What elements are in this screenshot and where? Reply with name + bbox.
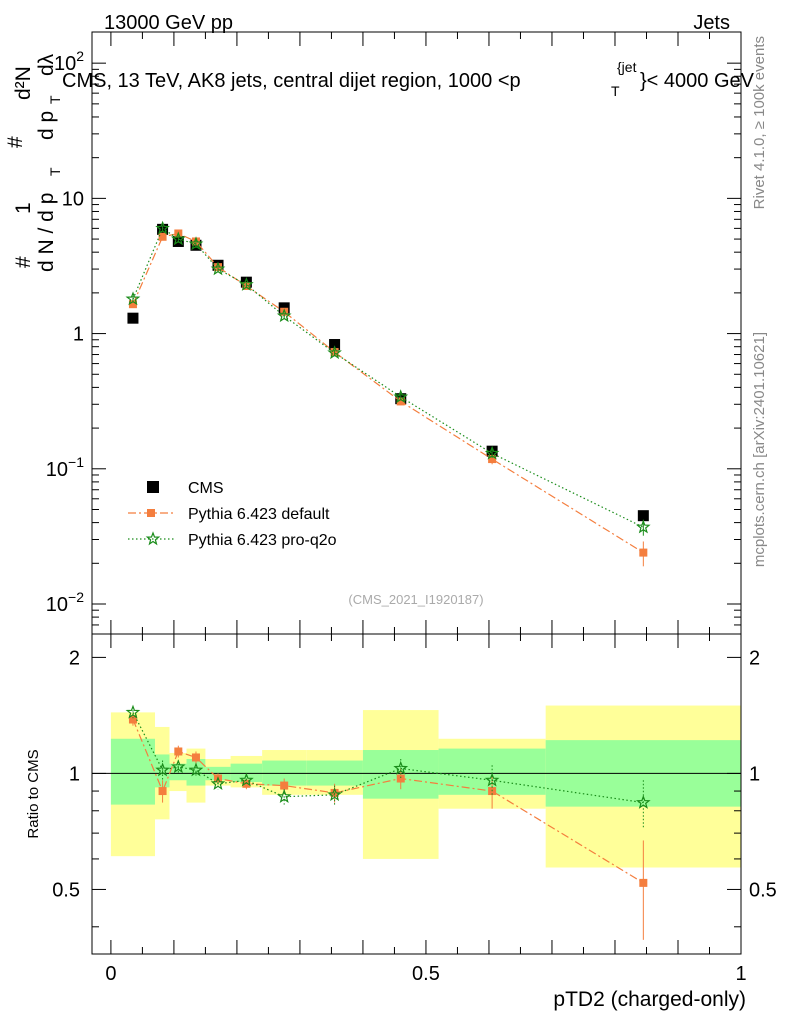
legend-proq2o-label: Pythia 6.423 pro-q2o: [188, 532, 337, 549]
ratio-point-s1-9: [484, 772, 500, 787]
ratio-y-tick-label-left-0: 2: [69, 647, 80, 669]
watermark: (CMS_2021_I1920187): [348, 592, 483, 607]
title-sup: {jet: [617, 59, 637, 75]
ratio-point-s0-2: [174, 747, 183, 756]
ylabel-one: 1: [12, 202, 35, 214]
ratio-y-tick-label-right-0: 2: [749, 647, 760, 669]
ylabel-dn-dpt: d N / d p: [35, 193, 58, 272]
point-s0-10: [637, 510, 649, 522]
ratio-line-1: [132, 712, 644, 804]
main-panel-data: [125, 220, 651, 567]
header-right: Jets: [693, 12, 730, 34]
point-s1-9: [488, 455, 497, 464]
ylabel-dlambda: dλ: [35, 53, 58, 76]
point-s1-0: [128, 300, 137, 309]
point-s2-7: [327, 345, 342, 360]
point-s2-10: [636, 519, 651, 534]
legend-cms-marker: [147, 481, 159, 493]
ratio-y-tick-label-left-1: 1: [69, 763, 80, 785]
main-ylabel: # 1 d N / d p T # d²N d p T dλ: [4, 53, 63, 272]
point-s0-0: [127, 312, 139, 324]
ratio-point-s1-0: [125, 704, 141, 719]
ratio-point-s0-6: [280, 781, 289, 790]
point-s2-0: [125, 291, 141, 306]
point-s2-5: [239, 277, 254, 291]
ratio-panel-data: [125, 704, 651, 940]
title-main: CMS, 13 TeV, AK8 jets, central dijet reg…: [62, 70, 521, 92]
y-tick-base-2: 1: [73, 324, 84, 346]
ratio-point-s0-5: [242, 779, 251, 788]
ylabel-hash2: #: [4, 136, 27, 148]
title-tail: }< 4000 GeV: [640, 70, 755, 92]
ratio-frame: [91, 633, 742, 955]
point-s2-3: [188, 236, 204, 251]
ratio-point-s1-5: [239, 772, 254, 787]
y-tick-label-0: 102: [54, 48, 84, 75]
x-tick-label-2: 1: [735, 963, 746, 985]
legend-proq2o-marker: [145, 531, 161, 546]
ylabel-hash1: #: [12, 256, 35, 268]
ratio-point-s1-3: [188, 762, 204, 777]
point-s2-4: [210, 261, 226, 276]
point-s1-1: [158, 232, 167, 241]
point-s0-7: [329, 339, 341, 351]
ratio-point-s0-10: [639, 878, 648, 887]
point-s2-6: [276, 308, 292, 323]
legend-default-label: Pythia 6.423 default: [188, 506, 330, 523]
ylabel-d2n: d²N: [12, 66, 35, 100]
x-tick-label-0: 0: [105, 963, 116, 985]
legend: CMS Pythia 6.423 default Pythia 6.423 pr…: [128, 480, 337, 549]
y-tick-base-3: 10: [46, 459, 68, 481]
ratio-point-s1-7: [327, 787, 342, 802]
ratio-point-s1-8: [393, 760, 409, 775]
legend-cms-label: CMS: [188, 480, 224, 497]
ratio-y-tick-label-right-1: 1: [749, 763, 760, 785]
series-line-1: [132, 232, 644, 554]
header-left: 13000 GeV pp: [104, 12, 233, 34]
y-tick-base-0: 10: [54, 53, 76, 75]
ratio-point-s0-0: [128, 715, 137, 724]
y-tick-label-4: 10−2: [46, 589, 84, 616]
y-tick-label-1: 10: [62, 188, 84, 210]
band-inner-0: [110, 738, 156, 805]
side-label-top: Rivet 4.1.0, ≥ 100k events: [751, 36, 768, 209]
point-s2-9: [484, 445, 500, 460]
y-tick-base-1: 10: [62, 188, 84, 210]
ylabel-dpt-dl: d p: [35, 111, 58, 140]
ratio-point-s1-6: [276, 788, 292, 803]
ratio-point-s1-1: [155, 762, 170, 777]
point-s1-8: [396, 397, 405, 406]
point-s2-2: [171, 231, 186, 246]
side-label-bottom: mcplots.cern.ch [arXiv:2401.10621]: [751, 332, 768, 567]
point-s2-1: [155, 220, 170, 235]
main-title: CMS, 13 TeV, AK8 jets, central dijet reg…: [62, 59, 755, 99]
point-s1-10: [639, 548, 648, 557]
series-line-2: [132, 227, 644, 528]
point-s2-8: [393, 389, 409, 404]
ratio-point-s1-4: [210, 776, 226, 790]
ratio-point-s0-1: [158, 787, 167, 796]
title-sub: T: [611, 83, 620, 99]
y-tick-exp-0: 2: [76, 48, 84, 64]
ratio-point-s1-2: [170, 759, 186, 774]
legend-default-marker: [147, 509, 155, 517]
y-tick-base-4: 10: [46, 594, 68, 616]
x-tick-label-1: 0.5: [412, 963, 440, 985]
ylabel-t-sub-1: T: [47, 167, 63, 176]
y-tick-exp-4: −2: [68, 589, 84, 605]
ratio-point-s0-3: [191, 753, 200, 762]
y-tick-label-2: 1: [73, 324, 84, 346]
y-tick-exp-3: −1: [68, 454, 84, 470]
ratio-point-s0-8: [396, 774, 405, 783]
ylabel-t-sub-2: T: [47, 95, 63, 104]
point-s1-6: [280, 307, 289, 316]
y-tick-label-3: 10−1: [46, 454, 84, 481]
ratio-ylabel: Ratio to CMS: [25, 749, 42, 838]
ratio-y-tick-label-left-2: 0.5: [52, 879, 80, 901]
ratio-point-s1-10: [635, 794, 651, 809]
x-axis-label: pTD2 (charged-only): [553, 988, 746, 1011]
ratio-y-tick-label-right-2: 0.5: [749, 879, 777, 901]
